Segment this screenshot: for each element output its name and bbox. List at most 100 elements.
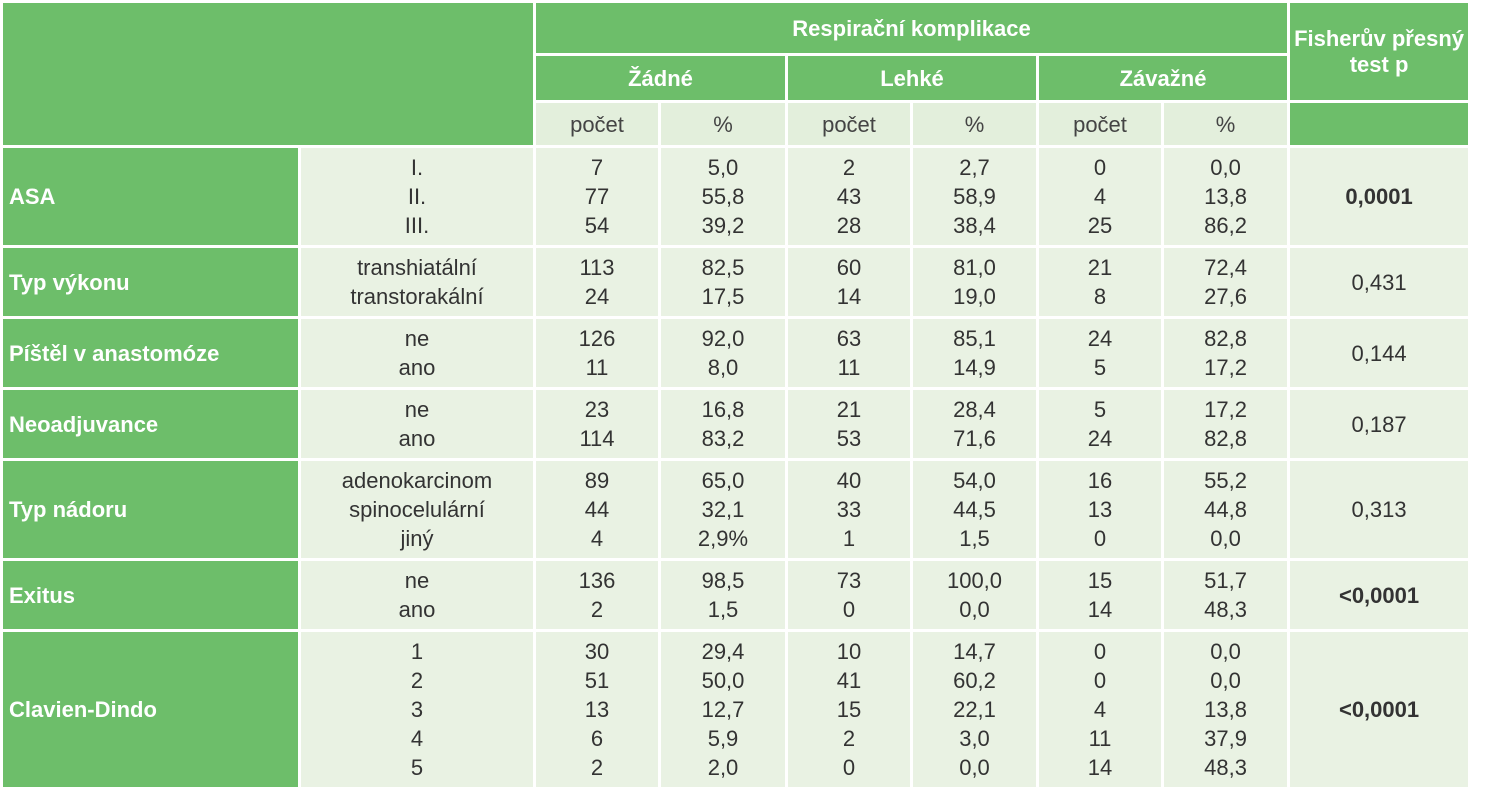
value: 48,3 bbox=[1204, 755, 1247, 780]
value: 21 bbox=[836, 397, 862, 422]
value: 13 bbox=[584, 697, 610, 722]
level: ano bbox=[398, 426, 436, 451]
value: 83,2 bbox=[701, 426, 745, 451]
value: 5 bbox=[1093, 355, 1107, 380]
value-cell: 0 4 25 bbox=[1036, 145, 1164, 248]
value-cell: 0,0 13,8 86,2 bbox=[1160, 145, 1291, 248]
value: 14,7 bbox=[953, 639, 996, 664]
p-header: Fisherův přesný test p bbox=[1287, 0, 1472, 103]
level: ne bbox=[404, 397, 430, 422]
value: 33 bbox=[836, 497, 862, 522]
value-cell: 28,4 71,6 bbox=[910, 387, 1039, 461]
value: 27,6 bbox=[1204, 284, 1247, 309]
value: 16 bbox=[1087, 468, 1113, 493]
value-cell: 54,0 44,5 1,5 bbox=[910, 458, 1039, 561]
value: 13,8 bbox=[1204, 697, 1247, 722]
value: 21 bbox=[1087, 255, 1113, 280]
value: 24 bbox=[1087, 426, 1113, 451]
value: 0,0 bbox=[1210, 526, 1241, 551]
subcolumn-header: počet bbox=[1036, 100, 1164, 148]
value-cell: 82,8 17,2 bbox=[1160, 316, 1291, 390]
value: 29,4 bbox=[701, 639, 745, 664]
value: 136 bbox=[578, 568, 616, 593]
value: 60 bbox=[836, 255, 862, 280]
value: 38,4 bbox=[953, 213, 996, 238]
level: 5 bbox=[410, 755, 424, 780]
level: I. bbox=[410, 155, 424, 180]
data-row: ASA I. II. III. 7 77 54 5,0 55,8 39,2 2 43 28 2,7 58,9… bbox=[0, 145, 1472, 248]
value: 10 bbox=[836, 639, 862, 664]
value-cell: 40 33 1 bbox=[785, 458, 913, 561]
subcolumn-header: počet bbox=[533, 100, 661, 148]
p-value: <0,0001 bbox=[1287, 629, 1472, 790]
value: 43 bbox=[836, 184, 862, 209]
value: 13 bbox=[1087, 497, 1113, 522]
levels-cell: transhiatální transtorakální bbox=[298, 245, 536, 319]
value: 98,5 bbox=[701, 568, 745, 593]
value: 11 bbox=[585, 355, 609, 380]
subcolumn-header: % bbox=[658, 100, 788, 148]
levels-cell: ne ano bbox=[298, 316, 536, 390]
value-cell: 72,4 27,6 bbox=[1160, 245, 1291, 319]
value: 22,1 bbox=[953, 697, 996, 722]
row-label: Exitus bbox=[0, 558, 301, 632]
value: 0,0 bbox=[1210, 639, 1241, 664]
value-cell: 0,0 0,0 13,8 37,9 48,3 bbox=[1160, 629, 1291, 790]
p-value: 0,431 bbox=[1287, 245, 1472, 319]
value: 0,0 bbox=[959, 755, 990, 780]
value-cell: 5 24 bbox=[1036, 387, 1164, 461]
value: 14 bbox=[1087, 597, 1113, 622]
value: 2 bbox=[590, 597, 604, 622]
value: 58,9 bbox=[953, 184, 996, 209]
row-label: Neoadjuvance bbox=[0, 387, 301, 461]
level: transtorakální bbox=[350, 284, 484, 309]
data-row: Clavien-Dindo 1 2 3 4 5 30 51 13 6 2 29,4 50,0 12,7 5,… bbox=[0, 629, 1472, 790]
level: III. bbox=[404, 213, 430, 238]
level: transhiatální bbox=[357, 255, 477, 280]
value: 17,5 bbox=[701, 284, 745, 309]
value: 17,2 bbox=[1204, 355, 1247, 380]
value: 0,0 bbox=[959, 597, 990, 622]
value: 89 bbox=[584, 468, 610, 493]
value: 0,0 bbox=[1210, 668, 1241, 693]
value: 28,4 bbox=[953, 397, 996, 422]
value: 8 bbox=[1093, 284, 1107, 309]
value: 12,7 bbox=[701, 697, 745, 722]
value: 14 bbox=[1087, 755, 1113, 780]
level: ano bbox=[398, 355, 436, 380]
value: 2,0 bbox=[707, 755, 739, 780]
value-cell: 7 77 54 bbox=[533, 145, 661, 248]
level: ano bbox=[398, 597, 436, 622]
subcolumn-header: počet bbox=[785, 100, 913, 148]
level: adenokarcinom bbox=[341, 468, 493, 493]
data-row: Typ výkonu transhiatální transtorakální 113… bbox=[0, 245, 1472, 319]
value: 41 bbox=[836, 668, 862, 693]
value-cell: 17,2 82,8 bbox=[1160, 387, 1291, 461]
value: 113 bbox=[579, 255, 615, 280]
value: 1,5 bbox=[959, 526, 990, 551]
value: 32,1 bbox=[701, 497, 745, 522]
value: 40 bbox=[836, 468, 862, 493]
category-header: Závažné bbox=[1035, 53, 1291, 103]
value: 0 bbox=[1093, 526, 1107, 551]
value-cell: 21 8 bbox=[1036, 245, 1164, 319]
value: 71,6 bbox=[953, 426, 996, 451]
value-cell: 126 11 bbox=[533, 316, 661, 390]
data-row: Neoadjuvance ne ano 23 114 16,8 83,2 21 53 28,4 71… bbox=[0, 387, 1472, 461]
value-cell: 10 41 15 2 0 bbox=[785, 629, 913, 790]
value-cell: 16 13 0 bbox=[1036, 458, 1164, 561]
level: 2 bbox=[410, 668, 424, 693]
levels-cell: 1 2 3 4 5 bbox=[298, 629, 536, 790]
value: 55,2 bbox=[1204, 468, 1247, 493]
value: 8,0 bbox=[707, 355, 739, 380]
value: 23 bbox=[584, 397, 610, 422]
value: 54 bbox=[584, 213, 610, 238]
value-cell: 30 51 13 6 2 bbox=[533, 629, 661, 790]
p-value: 0,187 bbox=[1287, 387, 1472, 461]
value: 48,3 bbox=[1204, 597, 1247, 622]
value: 6 bbox=[590, 726, 604, 751]
row-label: ASA bbox=[0, 145, 301, 248]
value: 16,8 bbox=[701, 397, 745, 422]
value: 2,9% bbox=[697, 526, 749, 551]
